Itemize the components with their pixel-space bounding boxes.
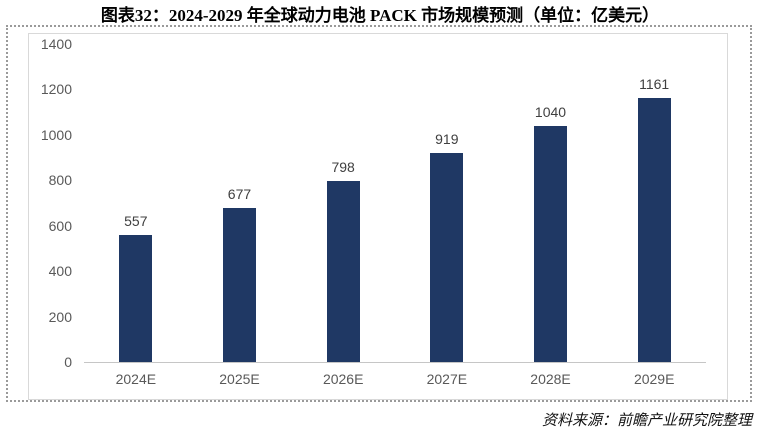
x-tick-label: 2029E <box>633 371 675 387</box>
bar-slot: 677 <box>188 44 292 362</box>
y-tick-label: 400 <box>48 263 72 280</box>
y-tick-label: 1400 <box>40 36 72 52</box>
bar-2026E <box>326 180 360 362</box>
bar-value-label: 557 <box>124 213 148 230</box>
bar-2024E <box>119 235 153 362</box>
y-tick-label: 600 <box>48 217 72 234</box>
bar-slot: 557 <box>84 44 188 362</box>
bar-value-label: 1040 <box>534 103 567 120</box>
y-axis: 1400 1200 1000 800 600 400 200 0 <box>29 36 72 370</box>
plot-area: 557 677 798 919 1040 1161 <box>84 44 706 363</box>
x-axis-labels: 2024E 2025E 2026E 2027E 2028E 2029E <box>84 370 706 388</box>
bar-slot: 1040 <box>499 44 603 362</box>
x-tick-label: 2027E <box>426 371 468 387</box>
y-tick-label: 1000 <box>40 126 72 143</box>
bar-value-label: 677 <box>227 186 252 203</box>
x-tick-label: 2026E <box>322 371 364 387</box>
bar-slot: 798 <box>291 44 395 362</box>
y-tick-label: 800 <box>48 172 72 189</box>
bar-value-label: 798 <box>331 158 355 175</box>
bar-value-label: 1161 <box>639 76 670 93</box>
bar-slot: 1161 <box>602 44 706 362</box>
bar-2027E <box>430 153 464 362</box>
figure-dotted-border: 1400 1200 1000 800 600 400 200 0 557 677 798 919 10… <box>6 25 752 402</box>
bar-2028E <box>533 125 567 362</box>
y-tick-label: 1200 <box>40 81 72 98</box>
x-tick-label: 2025E <box>219 371 260 387</box>
figure-title: 图表32：2024-2029 年全球动力电池 PACK 市场规模预测（单位：亿美… <box>100 6 660 25</box>
x-tick-label: 2028E <box>530 371 571 387</box>
source-note: 资料来源：前瞻产业研究院整理 <box>541 413 752 429</box>
bar-chart: 1400 1200 1000 800 600 400 200 0 557 677 798 919 10… <box>28 33 728 400</box>
bar-slot: 919 <box>395 44 499 362</box>
x-tick-label: 2024E <box>115 371 157 387</box>
bar-2025E <box>222 208 256 362</box>
bar-2029E <box>637 98 671 362</box>
bar-value-label: 919 <box>435 131 459 148</box>
y-tick-label: 200 <box>48 308 72 325</box>
y-tick-label: 0 <box>64 354 72 370</box>
